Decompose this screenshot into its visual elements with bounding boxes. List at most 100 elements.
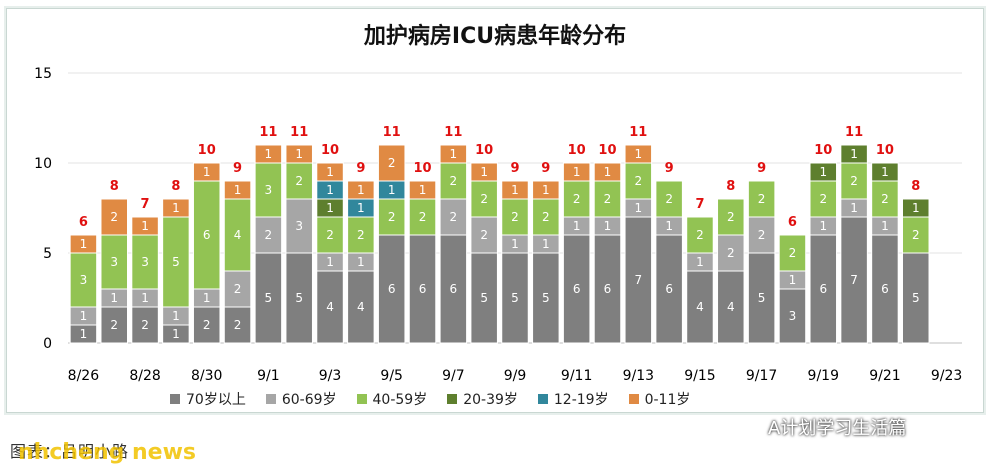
bar-segment-label: 2 — [542, 210, 550, 224]
bar-segment-label: 1 — [203, 165, 211, 179]
bar-segment — [717, 234, 745, 272]
x-tick-label: 9/11 — [561, 368, 592, 384]
bar-segment — [285, 252, 313, 344]
bar-segment-label: 6 — [604, 282, 612, 296]
bar-segment-label: 2 — [265, 228, 273, 242]
bar-segment-label: 2 — [110, 318, 118, 332]
bar-segment-label: 2 — [819, 192, 827, 206]
bar-segment-label: 1 — [696, 255, 704, 269]
y-tick-label: 10 — [34, 156, 52, 172]
bar-segment — [285, 162, 313, 200]
bar-segment-label: 1 — [604, 219, 612, 233]
x-tick-label: 8/30 — [191, 368, 222, 384]
x-tick-label: 9/19 — [808, 368, 839, 384]
bar-segment-label: 1 — [912, 201, 920, 215]
bar-segment-label: 2 — [850, 174, 858, 188]
legend-label: 0-11岁 — [644, 392, 691, 408]
bar-total-label: 10 — [568, 143, 586, 158]
bar-segment-label: 2 — [604, 192, 612, 206]
bar-segment — [871, 162, 899, 182]
bar-segment-label: 1 — [326, 255, 334, 269]
bar-segment-label: 1 — [881, 165, 889, 179]
bar-segment-label: 6 — [881, 282, 889, 296]
bar-segment-label: 6 — [819, 282, 827, 296]
legend-swatch — [447, 394, 458, 404]
bar-segment-label: 4 — [234, 228, 242, 242]
bar-segment-label: 4 — [727, 300, 735, 314]
bar-segment-label: 1 — [634, 147, 642, 161]
bar-segment-label: 6 — [573, 282, 581, 296]
bar-segment-label: 2 — [234, 282, 242, 296]
x-tick-label: 9/7 — [442, 368, 465, 384]
bar-segment — [439, 234, 468, 344]
x-tick-label: 9/15 — [684, 368, 715, 384]
bar-segment — [285, 198, 313, 254]
bar-segment — [223, 270, 252, 308]
bar-segment — [100, 306, 128, 344]
bar-segment-label: 2 — [665, 192, 673, 206]
legend-swatch — [628, 394, 639, 404]
bar-segment-label: 1 — [141, 219, 149, 233]
bar-segment — [316, 162, 344, 182]
bar-segment — [593, 234, 622, 344]
bar-segment — [501, 180, 529, 200]
bar-segment-label: 1 — [419, 183, 427, 197]
legend-item: 40-59岁 — [356, 389, 427, 409]
bar-total-label: 6 — [79, 215, 88, 230]
bar-segment — [501, 252, 529, 344]
legend-item: 70岁以上 — [170, 389, 246, 409]
x-tick-label: 8/26 — [68, 368, 100, 384]
bar-total-label: 9 — [233, 161, 242, 176]
bar-segment — [347, 216, 375, 254]
bar-segment — [840, 144, 868, 164]
bar-segment — [747, 180, 776, 218]
bar-segment — [223, 180, 252, 200]
bar-segment-label: 3 — [295, 219, 303, 233]
legend-swatch — [170, 394, 180, 404]
bar-segment — [871, 234, 899, 344]
x-tick-label: 9/3 — [319, 368, 342, 384]
bar-segment-label: 2 — [573, 192, 581, 206]
bar-total-label: 7 — [695, 197, 704, 212]
bar-segment-label: 1 — [850, 201, 858, 215]
bar-segment-label: 1 — [789, 273, 797, 287]
bar-segment-label: 1 — [511, 183, 519, 197]
bar-segment — [131, 216, 159, 236]
legend-swatch — [356, 394, 367, 404]
bar-segment-label: 1 — [203, 291, 211, 305]
legend-swatch — [265, 394, 276, 404]
bar-segment — [532, 252, 560, 344]
bar-segment — [100, 198, 128, 236]
bar-segment-label: 2 — [110, 210, 118, 224]
bar-total-label: 10 — [598, 143, 616, 158]
bar-segment-label: 1 — [542, 237, 550, 251]
bar-segment-label: 3 — [265, 183, 273, 197]
bar-segment — [532, 198, 560, 236]
bar-total-label: 11 — [259, 125, 277, 140]
bar-segment-label: 5 — [511, 291, 519, 305]
bar-segment-label: 2 — [758, 228, 766, 242]
caption: 图表：吕明小路 — [10, 442, 130, 461]
bar-segment-label: 1 — [326, 165, 334, 179]
bar-total-label: 7 — [141, 197, 150, 212]
bar-total-label: 9 — [510, 161, 519, 176]
bar-segment-label: 1 — [357, 201, 365, 215]
bar-segment — [562, 234, 591, 344]
bar-segment — [131, 234, 159, 290]
bar-segment-label: 1 — [511, 237, 519, 251]
bar-segment — [809, 162, 838, 182]
bar-segment-label: 5 — [265, 291, 273, 305]
bar-segment-label: 7 — [634, 273, 642, 287]
watermark-left: nhcheng news — [18, 440, 197, 465]
bar-segment — [347, 270, 375, 344]
bar-segment-label: 2 — [480, 228, 488, 242]
bar-segment-label: 5 — [542, 291, 550, 305]
bar-total-label: 10 — [876, 143, 894, 158]
bar-segment — [532, 180, 560, 200]
bar-total-label: 9 — [356, 161, 365, 176]
bar-segment-label: 2 — [234, 318, 242, 332]
bar-segment-label: 1 — [265, 147, 273, 161]
bar-segment — [69, 234, 98, 254]
bar-segment-label: 1 — [665, 219, 673, 233]
bar-segment-label: 1 — [573, 165, 581, 179]
